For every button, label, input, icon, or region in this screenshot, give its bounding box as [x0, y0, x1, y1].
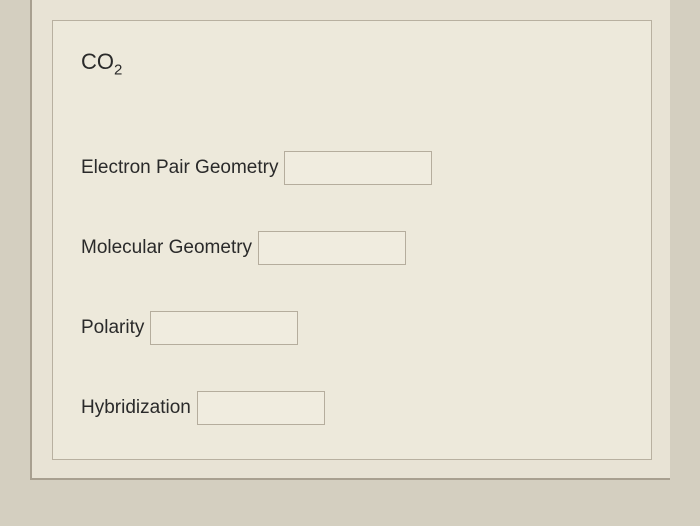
input-electron-pair-geometry[interactable]	[284, 151, 432, 185]
outer-panel: CO2 Electron Pair Geometry Molecular Geo…	[30, 0, 670, 480]
label-hybridization: Hybridization	[81, 397, 191, 419]
label-polarity: Polarity	[81, 317, 144, 339]
formula-title: CO2	[81, 49, 122, 78]
row-electron-pair-geometry: Electron Pair Geometry	[81, 151, 432, 185]
formula-base: CO	[81, 49, 114, 74]
formula-subscript: 2	[114, 61, 122, 78]
input-polarity[interactable]	[150, 311, 298, 345]
input-molecular-geometry[interactable]	[258, 231, 406, 265]
row-molecular-geometry: Molecular Geometry	[81, 231, 406, 265]
question-panel: CO2 Electron Pair Geometry Molecular Geo…	[52, 20, 652, 460]
row-polarity: Polarity	[81, 311, 298, 345]
input-hybridization[interactable]	[197, 391, 325, 425]
row-hybridization: Hybridization	[81, 391, 325, 425]
label-molecular-geometry: Molecular Geometry	[81, 237, 252, 259]
label-electron-pair-geometry: Electron Pair Geometry	[81, 157, 278, 179]
